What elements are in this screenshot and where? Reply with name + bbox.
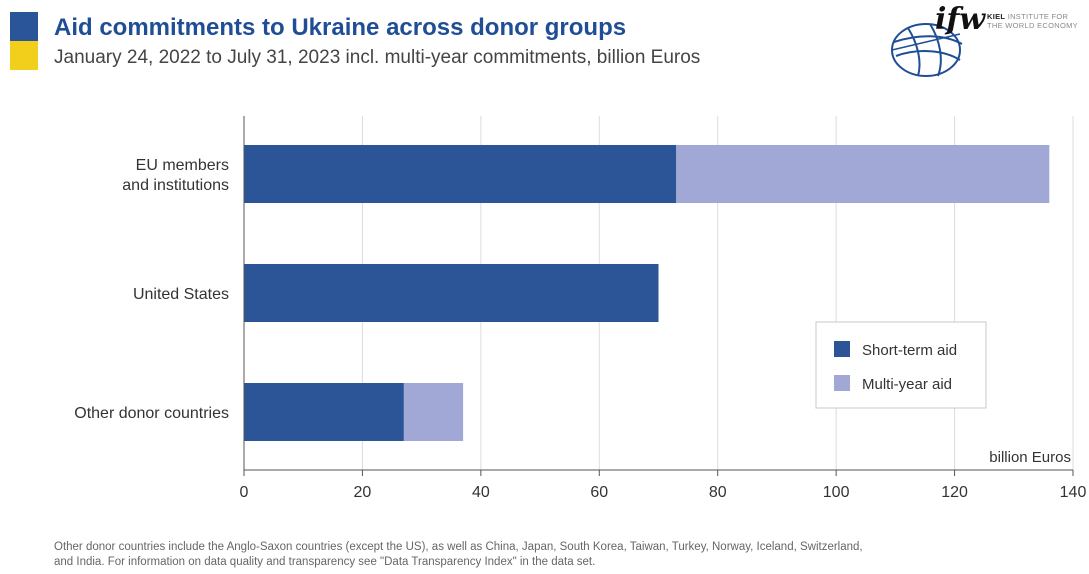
legend-swatch [834,341,850,357]
legend-label: Multi-year aid [862,376,952,393]
x-tick-label: 20 [354,484,372,501]
x-tick-label: 40 [472,484,490,501]
legend-box [815,321,987,409]
ukraine-flag [10,12,38,70]
chart-title: Aid commitments to Ukraine across donor … [54,14,627,41]
x-tick-label: 100 [823,484,850,501]
globe-logo-icon [891,23,963,77]
bar-short-term [244,383,404,441]
category-label: and institutions [122,177,229,194]
category-label: Other donor countries [74,405,229,422]
flag-blue-stripe [10,12,38,41]
footnote-line-2: and India. For information on data quali… [54,556,596,568]
x-tick-label: 0 [240,484,249,501]
logo-ifw-text: ifw [935,2,986,37]
category-label: United States [133,286,229,303]
bar-multi-year [676,145,1050,203]
legend-swatch [834,375,850,391]
bar-short-term [244,145,677,203]
x-tick-label: 60 [590,484,608,501]
footnote: Other donor countries include the Anglo-… [54,540,1074,570]
footnote-line-1: Other donor countries include the Anglo-… [54,541,863,553]
bar-short-term [244,264,659,322]
x-tick-label: 80 [709,484,727,501]
flag-yellow-stripe [10,41,38,70]
chart-subtitle: January 24, 2022 to July 31, 2023 incl. … [54,47,701,68]
unit-label: billion Euros [989,449,1071,466]
logo-institute-name: KIEL INSTITUTE FOR THE WORLD ECONOMY [987,12,1078,30]
category-label: EU members [136,157,229,174]
x-tick-label: 120 [941,484,968,501]
bar-multi-year [403,383,464,441]
x-tick-label: 140 [1060,484,1087,501]
legend-label: Short-term aid [862,342,957,359]
bar-chart: EU members and institutions United States O… [74,116,1087,501]
